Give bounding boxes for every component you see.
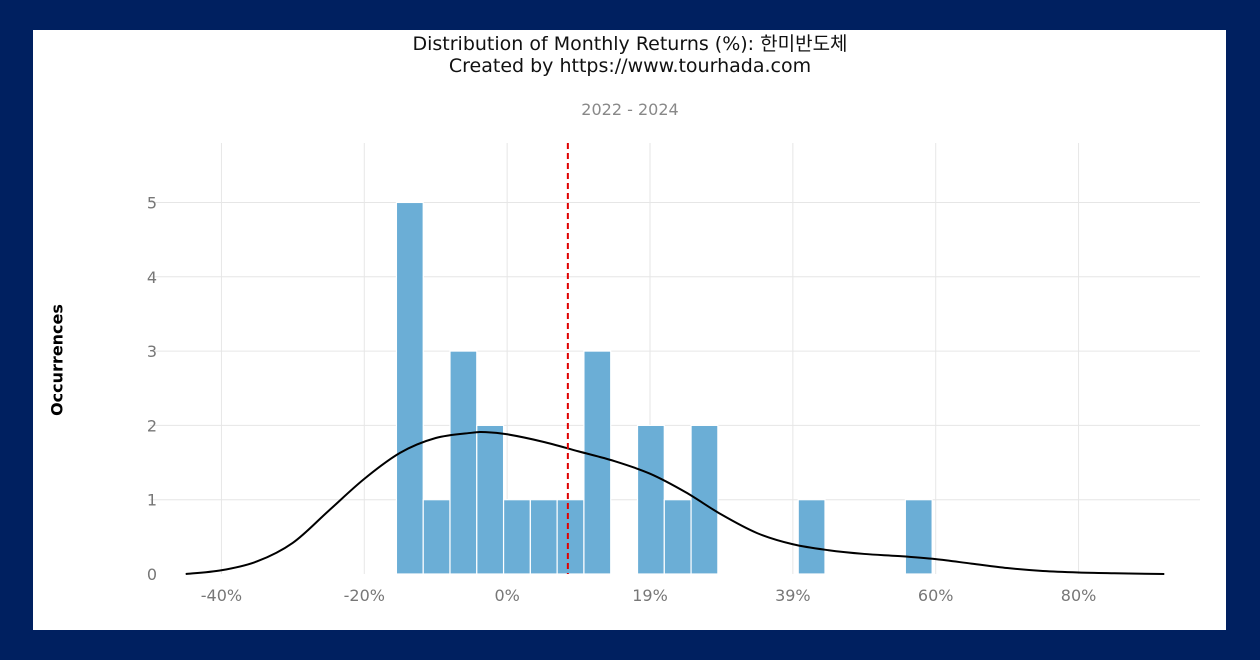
histogram-bar <box>556 499 585 575</box>
x-tick-label: 60% <box>918 586 954 605</box>
histogram-bar <box>476 424 505 575</box>
histogram-bar <box>690 424 719 575</box>
chart-credit: Created by https://www.tourhada.com <box>448 55 812 77</box>
y-tick-label: 0 <box>147 565 157 584</box>
kde-curve <box>185 430 1165 575</box>
x-tick-label: 80% <box>1061 586 1097 605</box>
histogram-bar <box>636 424 665 575</box>
y-tick-label: 4 <box>147 268 157 287</box>
histogram-bar <box>663 499 692 575</box>
histogram-bar <box>583 350 612 575</box>
chart-title: Distribution of Monthly Returns (%): 한미반… <box>412 33 848 55</box>
histogram-bar <box>449 350 478 575</box>
chart-panel <box>33 30 1226 630</box>
x-tick-label: 39% <box>775 586 811 605</box>
y-tick-label: 2 <box>147 416 157 435</box>
x-tick-label: 19% <box>632 586 668 605</box>
histogram-bar <box>422 499 451 575</box>
histogram-bar <box>395 201 424 575</box>
chart-period: 2022 - 2024 <box>581 100 679 119</box>
x-tick-label: -20% <box>344 586 385 605</box>
histogram-bar <box>904 499 933 575</box>
y-tick-label: 1 <box>147 491 157 510</box>
y-tick-label: 3 <box>147 342 157 361</box>
y-tick-label: 5 <box>147 193 157 212</box>
histogram-bar <box>502 499 531 575</box>
x-tick-label: -40% <box>201 586 242 605</box>
x-tick-label: 0% <box>494 586 519 605</box>
histogram-bar <box>797 499 826 575</box>
histogram-bar <box>529 499 558 575</box>
